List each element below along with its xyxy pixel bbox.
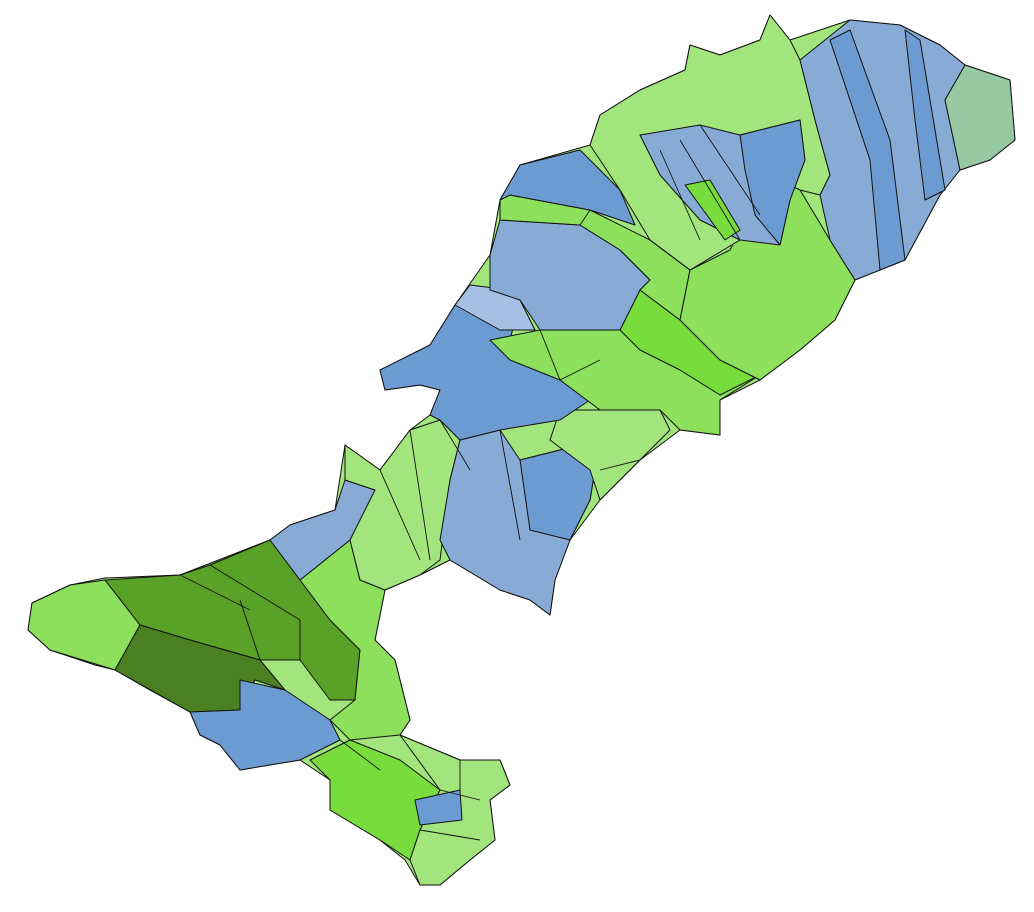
region-east-blue-dark-stripe [829,29,906,271]
region-east-light [549,409,671,501]
region-east-blue-dark-stripe-2 [904,29,946,201]
region-northeast-teal [944,64,1016,171]
region-northwest-blue [499,149,636,226]
region-north-bright-strip [684,179,741,241]
region-north-blue-inner [739,119,806,246]
region-southwest-blue [189,679,341,771]
boundary-lines [179,124,761,841]
region-south-blue [414,789,463,826]
region-central-light [344,419,461,591]
